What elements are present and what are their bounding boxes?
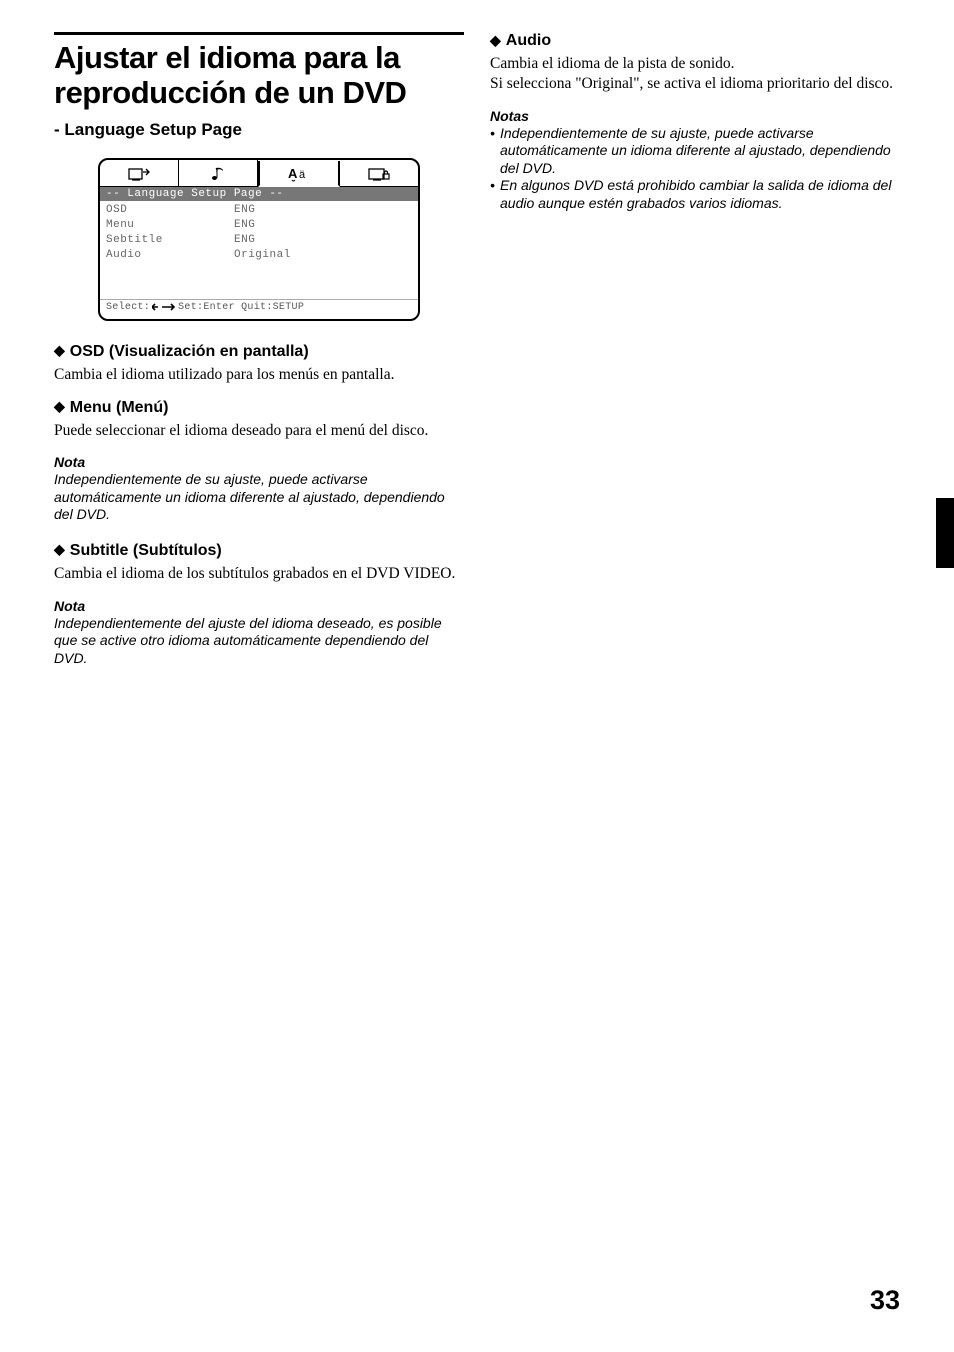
bullet-icon: • <box>490 177 500 212</box>
nota-label: Notas <box>490 108 900 124</box>
right-column: ◆ Audio Cambia el idioma de la pista de … <box>490 32 900 685</box>
side-tab <box>936 498 954 568</box>
subtitle-body: Cambia el idioma de los subtítulos graba… <box>54 564 464 584</box>
section-heading-subtitle: ◆ Subtitle (Subtítulos) <box>54 542 464 560</box>
osd-val: Original <box>234 248 291 263</box>
nota-label: Nota <box>54 598 464 614</box>
osd-header: -- Language Setup Page -- <box>100 187 418 201</box>
page-title: Ajustar el idioma para la reproducción d… <box>54 41 464 110</box>
tab-general-icon <box>340 160 418 186</box>
nota-item-text: En algunos DVD está prohibido cambiar la… <box>500 177 900 212</box>
heading-text: Audio <box>506 32 551 50</box>
osd-val: ENG <box>234 218 255 233</box>
tab-video-icon <box>100 160 179 186</box>
page-subtitle: - Language Setup Page <box>54 120 464 140</box>
heading-text: Menu (Menú) <box>70 399 169 417</box>
diamond-icon: ◆ <box>490 32 501 49</box>
audio-body: Cambia el idioma de la pista de sonido. … <box>490 54 900 94</box>
nota-item: • En algunos DVD está prohibido cambiar … <box>490 177 900 212</box>
tab-language-icon: A ä <box>258 161 340 187</box>
section-heading-audio: ◆ Audio <box>490 32 900 50</box>
audio-notas-list: • Independientemente de su ajuste, puede… <box>490 125 900 213</box>
arrows-lr-icon <box>152 302 176 312</box>
osd-val: ENG <box>234 203 255 218</box>
osd-footer-select: Select: <box>106 302 150 313</box>
bullet-icon: • <box>490 125 500 178</box>
nota-item-text: Independientemente de su ajuste, puede a… <box>500 125 900 178</box>
osd-row: OSDENG <box>106 203 412 218</box>
heading-text: Subtitle (Subtítulos) <box>70 542 222 560</box>
osd-tabs: A ä <box>100 160 418 187</box>
language-aa-icon: A ä <box>288 166 310 182</box>
osd-footer-set: Set:Enter Quit:SETUP <box>178 302 304 313</box>
osd-panel: A ä -- Language Setup Page -- OSDEN <box>98 158 420 320</box>
diamond-icon: ◆ <box>54 541 65 558</box>
osd-footer: Select: Set:Enter Quit:SETUP <box>100 299 418 319</box>
nota-item: • Independientemente de su ajuste, puede… <box>490 125 900 178</box>
title-rule <box>54 32 464 35</box>
osd-row: SebtitleENG <box>106 233 412 248</box>
tv-lock-icon <box>368 167 390 181</box>
svg-text:ä: ä <box>299 169 306 181</box>
section-heading-osd: ◆ OSD (Visualización en pantalla) <box>54 343 464 361</box>
osd-rows: OSDENG MenuENG SebtitleENG AudioOriginal <box>100 201 418 298</box>
tv-arrow-icon <box>128 167 150 181</box>
menu-body: Puede seleccionar el idioma deseado para… <box>54 421 464 441</box>
osd-key: Menu <box>106 218 234 233</box>
page-columns: Ajustar el idioma para la reproducción d… <box>54 32 900 685</box>
osd-body: Cambia el idioma utilizado para los menú… <box>54 365 464 385</box>
diamond-icon: ◆ <box>54 398 65 415</box>
osd-row: MenuENG <box>106 218 412 233</box>
heading-text: OSD (Visualización en pantalla) <box>70 343 309 361</box>
osd-key: OSD <box>106 203 234 218</box>
page-number: 33 <box>870 1285 900 1316</box>
section-heading-menu: ◆ Menu (Menú) <box>54 399 464 417</box>
osd-val: ENG <box>234 233 255 248</box>
subtitle-nota: Independientemente del ajuste del idioma… <box>54 615 464 668</box>
svg-text:A: A <box>288 166 298 181</box>
tab-audio-icon <box>179 160 258 186</box>
nota-label: Nota <box>54 454 464 470</box>
menu-nota: Independientemente de su ajuste, puede a… <box>54 471 464 524</box>
osd-row: AudioOriginal <box>106 248 412 263</box>
music-note-icon <box>211 166 225 182</box>
diamond-icon: ◆ <box>54 342 65 359</box>
osd-key: Sebtitle <box>106 233 234 248</box>
osd-key: Audio <box>106 248 234 263</box>
left-column: Ajustar el idioma para la reproducción d… <box>54 32 464 685</box>
